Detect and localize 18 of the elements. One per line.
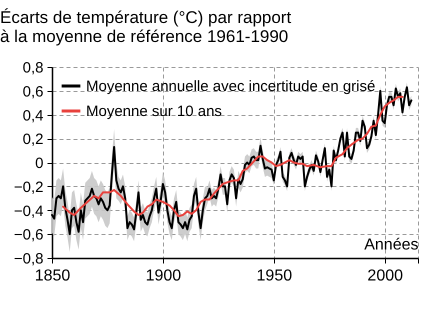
line-series (62, 96, 404, 218)
x-tick-label: 1850 (34, 268, 70, 284)
y-tick-label: −0,4 (14, 202, 44, 220)
x-tick-label: 2000 (367, 268, 404, 284)
y-tick-label: −0,8 (14, 250, 44, 268)
y-tick-label: 0,6 (22, 83, 44, 100)
y-tick-label: −0,2 (14, 178, 44, 196)
y-tick-label: 0,8 (22, 60, 44, 76)
y-tick-label: −0,6 (14, 226, 44, 244)
legend-label: Moyenne sur 10 ans (86, 103, 222, 120)
y-tick-label: 0,2 (22, 131, 44, 148)
y-tick-label: 0,4 (22, 107, 44, 124)
chart-title: Écarts de température (°C) par rapport à la moyenne de référence 1961-1990 (0, 8, 292, 46)
x-tick-label: 1900 (146, 268, 182, 284)
x-axis-title: Années (364, 236, 418, 254)
y-tick-label: 0 (35, 155, 44, 172)
x-tick-label: 1950 (256, 268, 292, 284)
legend-label: Moyenne annuelle avec incertitude en grisé (86, 78, 376, 95)
